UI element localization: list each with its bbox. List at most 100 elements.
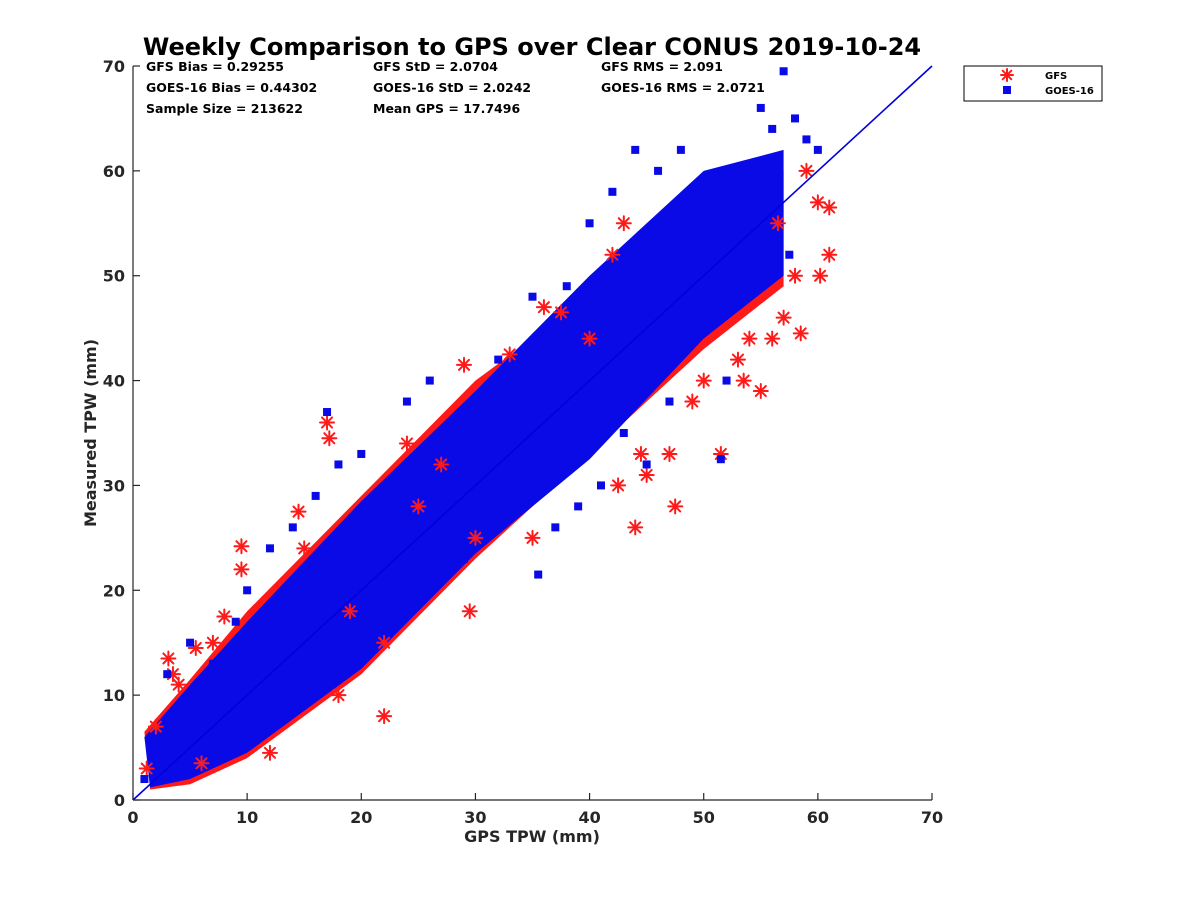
gfs-point (812, 267, 829, 284)
goes16-point (380, 533, 389, 542)
plot-area (138, 67, 838, 790)
gfs-point (290, 503, 307, 520)
tick-labels: 0 10 20 30 40 50 60 70 0 10 20 30 40 50 60 70 (103, 57, 943, 827)
gfs-point (821, 199, 838, 216)
gfs-point (376, 708, 393, 725)
gfs-point (233, 561, 250, 578)
goes16-point (402, 397, 411, 406)
stat-mean-gps: Mean GPS = 17.7496 (373, 101, 520, 116)
goes16-point (186, 638, 195, 647)
goes16-point (517, 418, 526, 427)
goes16-point (208, 659, 217, 668)
gfs-point (160, 650, 177, 667)
x-tick-label: 20 (350, 808, 372, 827)
gfs-point (433, 456, 450, 473)
goes16-point (471, 449, 480, 458)
gfs-point (410, 498, 427, 515)
x-tick-label: 0 (127, 808, 138, 827)
x-tick-label: 40 (578, 808, 600, 827)
gfs-point (553, 304, 570, 321)
goes16-point (151, 743, 160, 752)
gfs-point (735, 372, 752, 389)
goes16-point (802, 135, 811, 144)
stat-goes16-rms: GOES-16 RMS = 2.0721 (601, 80, 765, 95)
goes16-point (676, 145, 685, 154)
goes16-point (631, 145, 640, 154)
goes16-point (460, 554, 469, 563)
points-layer (138, 67, 838, 784)
goes16-point (756, 103, 765, 112)
x-tick-label: 10 (236, 808, 258, 827)
statistics-annotations: GFS Bias = 0.29255 GFS StD = 2.0704 GFS … (146, 59, 765, 116)
goes16-point (722, 376, 731, 385)
goes16-point (642, 460, 651, 469)
goes16-point (494, 355, 503, 364)
goes16-point (813, 145, 822, 154)
gfs-point (138, 760, 155, 777)
legend-gfs-label: GFS (1045, 71, 1067, 82)
stat-gfs-bias: GFS Bias = 0.29255 (146, 59, 284, 74)
gfs-point (632, 445, 649, 462)
gfs-point (752, 383, 769, 400)
legend-gfs-asterisk (1000, 68, 1014, 82)
legend-goes16-label: GOES-16 (1045, 86, 1094, 97)
goes16-point (243, 586, 252, 595)
gfs-point (610, 477, 627, 494)
goes16-point (534, 570, 543, 579)
gfs-point (341, 603, 358, 620)
gfs-point (809, 194, 826, 211)
x-tick-label: 30 (464, 808, 486, 827)
gfs-point (741, 330, 758, 347)
goes16-point (716, 455, 725, 464)
gfs-point (638, 466, 655, 483)
gfs-point (604, 246, 621, 263)
goes16-point (779, 67, 788, 76)
stat-goes16-bias: GOES-16 Bias = 0.44302 (146, 80, 317, 95)
gfs-point (798, 162, 815, 179)
goes16-point (596, 481, 605, 490)
gfs-point (467, 529, 484, 546)
goes16-point (562, 282, 571, 291)
goes16-point (619, 429, 628, 437)
stat-gfs-std: GFS StD = 2.0704 (373, 59, 498, 74)
gfs-point (193, 755, 210, 772)
y-tick-label: 40 (103, 372, 125, 391)
gfs-point (684, 393, 701, 410)
y-tick-label: 70 (103, 57, 125, 76)
gfs-point (147, 718, 164, 735)
reference-line-layer (132, 65, 933, 801)
goes16-point (163, 670, 172, 679)
goes16-point (608, 187, 617, 196)
gfs-point (627, 519, 644, 536)
gfs-point (661, 445, 678, 462)
gfs-point (456, 356, 473, 373)
gfs-point (695, 372, 712, 389)
gfs-point (787, 267, 804, 284)
gfs-point (769, 215, 786, 232)
x-tick-label: 50 (693, 808, 715, 827)
goes16-point (334, 460, 343, 469)
y-tick-label: 0 (114, 791, 125, 810)
gfs-point (581, 330, 598, 347)
goes16-point (791, 114, 800, 123)
gfs-point (615, 215, 632, 232)
goes16-point (265, 544, 274, 553)
gfs-point (261, 744, 278, 761)
y-tick-label: 50 (103, 267, 125, 286)
goes16-point (311, 491, 320, 500)
gfs-point (204, 634, 221, 651)
goes16-point (654, 166, 663, 175)
one-to-one-line (132, 65, 933, 801)
goes16-point (785, 250, 794, 259)
goes16-point (745, 219, 754, 228)
gfs-point (764, 330, 781, 347)
y-axis-label: Measured TPW (mm) (81, 339, 100, 527)
y-tick-label: 10 (103, 686, 125, 705)
gfs-point (321, 430, 338, 447)
gfs-point (501, 346, 518, 363)
gfs-point (821, 246, 838, 263)
gfs-point (729, 351, 746, 368)
goes16-point (768, 124, 777, 133)
goes16-point (323, 408, 332, 417)
